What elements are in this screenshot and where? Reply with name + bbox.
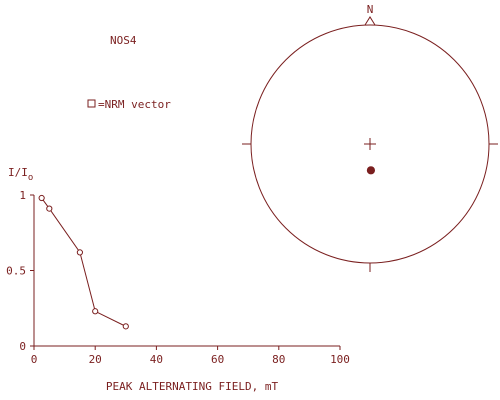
x-ticks: 0 20 40 60 80 100	[31, 346, 350, 366]
x-tick-label: 100	[330, 353, 350, 366]
demagnetization-plot: 0 20 40 60 80 100 00.51 I/Io PEAK ALTERNATING…	[6, 166, 350, 393]
north-label: N	[367, 3, 374, 16]
legend-label: =NRM vector	[98, 98, 171, 111]
stereonet-center-cross	[364, 138, 376, 150]
stereonet-points	[366, 166, 376, 175]
x-tick-label: 80	[272, 353, 285, 366]
y-axis-title: I/Io	[8, 166, 33, 183]
x-tick-label: 0	[31, 353, 38, 366]
x-tick-label: 20	[89, 353, 102, 366]
legend: =NRM vector	[87, 98, 171, 111]
decay-point	[46, 205, 53, 212]
y-axis-title-main: I/I	[8, 166, 28, 179]
stereonet: N	[242, 3, 498, 272]
decay-point	[38, 194, 45, 202]
decay-point	[92, 308, 99, 315]
x-tick-label: 60	[211, 353, 224, 366]
nrm-direction-point	[366, 166, 376, 175]
decay-point	[122, 323, 129, 330]
decay-line	[41, 197, 127, 327]
x-axis-title: PEAK ALTERNATING FIELD, mT	[106, 380, 279, 393]
north-arrow-icon	[364, 16, 376, 26]
stereonet-tick-marks	[242, 143, 498, 272]
y-axis-title-subscript: o	[28, 173, 33, 183]
y-tick-label: 1	[19, 189, 26, 202]
decay-point	[76, 249, 84, 256]
sample-label: NOS4	[110, 34, 137, 47]
decay-points	[38, 194, 129, 330]
y-tick-label: 0.5	[6, 265, 26, 278]
legend-open-square-icon	[87, 99, 96, 108]
y-ticks: 00.51	[6, 189, 34, 353]
y-tick-label: 0	[19, 340, 26, 353]
x-tick-label: 40	[150, 353, 163, 366]
